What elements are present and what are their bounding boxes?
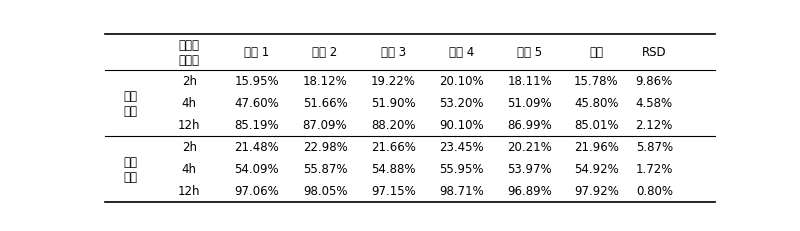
Text: 21.96%: 21.96% (574, 140, 618, 153)
Text: 2h: 2h (182, 75, 197, 88)
Text: 55.95%: 55.95% (439, 162, 484, 175)
Text: 4h: 4h (182, 162, 197, 175)
Text: 市售
样品: 市售 样品 (123, 89, 138, 117)
Text: 15.95%: 15.95% (234, 75, 279, 88)
Text: 51.66%: 51.66% (302, 97, 347, 110)
Text: 45.80%: 45.80% (574, 97, 618, 110)
Text: 86.99%: 86.99% (507, 119, 552, 132)
Text: 53.97%: 53.97% (507, 162, 552, 175)
Text: 54.92%: 54.92% (574, 162, 618, 175)
Text: 54.09%: 54.09% (234, 162, 279, 175)
Text: 18.11%: 18.11% (507, 75, 552, 88)
Text: 55.87%: 55.87% (303, 162, 347, 175)
Text: 21.48%: 21.48% (234, 140, 279, 153)
Text: 85.01%: 85.01% (574, 119, 618, 132)
Text: 54.88%: 54.88% (371, 162, 415, 175)
Text: 97.92%: 97.92% (574, 184, 618, 197)
Text: 均值: 均值 (590, 46, 603, 59)
Text: 批次 4: 批次 4 (449, 46, 474, 59)
Text: 0.80%: 0.80% (636, 184, 673, 197)
Text: 累计释
放时间: 累计释 放时间 (178, 39, 200, 67)
Text: RSD: RSD (642, 46, 666, 59)
Text: 12h: 12h (178, 119, 201, 132)
Text: 88.20%: 88.20% (371, 119, 415, 132)
Text: 自制
样品: 自制 样品 (123, 155, 138, 183)
Text: 5.87%: 5.87% (636, 140, 673, 153)
Text: 21.66%: 21.66% (371, 140, 416, 153)
Text: 85.19%: 85.19% (234, 119, 279, 132)
Text: 51.09%: 51.09% (507, 97, 552, 110)
Text: 23.45%: 23.45% (439, 140, 484, 153)
Text: 20.10%: 20.10% (439, 75, 484, 88)
Text: 批次 5: 批次 5 (517, 46, 542, 59)
Text: 22.98%: 22.98% (302, 140, 347, 153)
Text: 批次 3: 批次 3 (381, 46, 406, 59)
Text: 4.58%: 4.58% (636, 97, 673, 110)
Text: 4h: 4h (182, 97, 197, 110)
Text: 20.21%: 20.21% (507, 140, 552, 153)
Text: 9.86%: 9.86% (636, 75, 673, 88)
Text: 批次 2: 批次 2 (313, 46, 338, 59)
Text: 97.15%: 97.15% (371, 184, 416, 197)
Text: 98.05%: 98.05% (303, 184, 347, 197)
Text: 87.09%: 87.09% (302, 119, 347, 132)
Text: 2h: 2h (182, 140, 197, 153)
Text: 2.12%: 2.12% (635, 119, 673, 132)
Text: 53.20%: 53.20% (439, 97, 484, 110)
Text: 98.71%: 98.71% (439, 184, 484, 197)
Text: 批次 1: 批次 1 (244, 46, 270, 59)
Text: 97.06%: 97.06% (234, 184, 279, 197)
Text: 96.89%: 96.89% (507, 184, 552, 197)
Text: 18.12%: 18.12% (302, 75, 347, 88)
Text: 1.72%: 1.72% (635, 162, 673, 175)
Text: 19.22%: 19.22% (371, 75, 416, 88)
Text: 47.60%: 47.60% (234, 97, 279, 110)
Text: 15.78%: 15.78% (574, 75, 618, 88)
Text: 51.90%: 51.90% (371, 97, 415, 110)
Text: 12h: 12h (178, 184, 201, 197)
Text: 90.10%: 90.10% (439, 119, 484, 132)
